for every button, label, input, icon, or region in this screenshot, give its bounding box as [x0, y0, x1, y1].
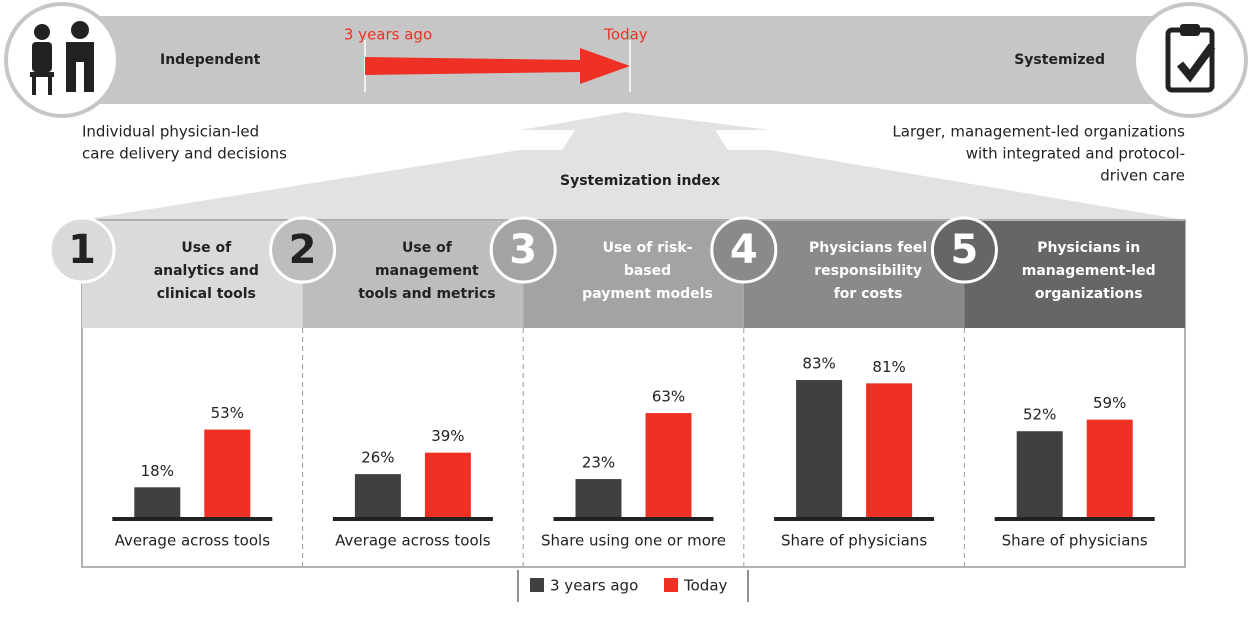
column-header [523, 221, 744, 328]
column-title: payment models [582, 286, 713, 302]
number-badge [269, 216, 337, 284]
number-badge [930, 216, 998, 284]
value-label: 83% [802, 355, 835, 373]
column-title: Use of risk- [603, 240, 693, 256]
bar [866, 383, 913, 517]
bar [645, 413, 692, 517]
bar [134, 487, 181, 517]
right-description: Larger, management-led organizations [892, 123, 1185, 141]
left-label: Independent [160, 52, 261, 68]
column-title: Physicians in [1037, 240, 1140, 256]
column-title: Physicians feel [809, 240, 927, 256]
number-label: 3 [509, 227, 537, 273]
legend-label: 3 years ago [550, 577, 638, 595]
x-axis-label: Average across tools [335, 532, 491, 550]
legend-swatch [664, 578, 678, 592]
right-label: Systemized [1014, 52, 1105, 68]
bar [1016, 431, 1063, 517]
number-label: 2 [289, 227, 317, 273]
value-label: 52% [1023, 406, 1056, 424]
number-label: 1 [68, 227, 96, 273]
column-title: Use of [402, 240, 453, 256]
column-title: management-led [1022, 263, 1156, 279]
bar [575, 479, 622, 517]
value-label: 39% [431, 427, 464, 445]
left-description: care delivery and decisions [82, 145, 287, 163]
bar [354, 474, 401, 517]
bar [424, 452, 471, 517]
column-title: organizations [1035, 286, 1143, 302]
value-label: 26% [361, 449, 394, 467]
value-label: 23% [582, 454, 615, 472]
today-marker: Today [603, 26, 648, 44]
right-description: with integrated and protocol- [966, 145, 1185, 163]
column-title: for costs [834, 286, 903, 302]
legend-label: Today [683, 577, 728, 595]
trend-arrow [365, 48, 630, 84]
x-axis-label: Share of physicians [1002, 532, 1148, 550]
right-icon-circle [1132, 2, 1248, 118]
column-header [964, 221, 1185, 328]
value-label: 81% [872, 358, 905, 376]
column-title: management [375, 263, 479, 279]
index-label: Systemization index [560, 173, 720, 189]
bar [796, 380, 843, 517]
value-label: 59% [1093, 394, 1126, 412]
bar [1086, 419, 1133, 517]
column-header [302, 221, 524, 328]
left-icon-circle [4, 2, 120, 118]
number-badge [489, 216, 557, 284]
x-axis-label: Share of physicians [781, 532, 927, 550]
column-title: analytics and [154, 263, 259, 279]
number-badge [48, 216, 116, 284]
clipboard-icon [1165, 24, 1216, 93]
column-title: Use of [181, 240, 232, 256]
physician-icon [30, 21, 94, 95]
left-description: Individual physician-led [82, 123, 259, 141]
spectrum-bar [60, 16, 1190, 104]
column-title: clinical tools [157, 286, 256, 302]
value-label: 18% [141, 462, 174, 480]
legend-box [518, 570, 748, 602]
value-label: 53% [211, 404, 244, 422]
column-header [743, 221, 965, 328]
bar [204, 429, 251, 517]
column-title: responsibility [814, 263, 922, 279]
x-axis-label: Share using one or more [541, 532, 726, 550]
number-label: 5 [950, 227, 978, 273]
number-label: 4 [730, 227, 758, 273]
past-marker: 3 years ago [344, 26, 432, 44]
legend-swatch [530, 578, 544, 592]
column-header [82, 221, 303, 328]
index-funnel [82, 150, 1185, 220]
x-axis-label: Average across tools [115, 532, 271, 550]
number-badge [710, 216, 778, 284]
right-description: driven care [1100, 167, 1185, 185]
column-title: based [624, 263, 671, 279]
column-title: tools and metrics [358, 286, 495, 302]
value-label: 63% [652, 388, 685, 406]
